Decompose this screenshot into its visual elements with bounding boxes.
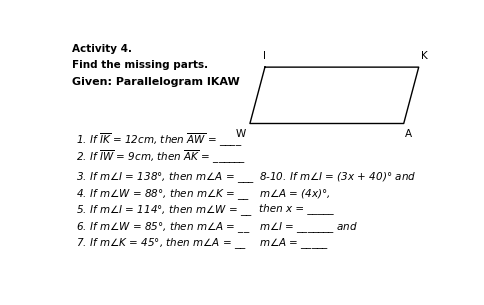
Text: W: W [236, 129, 246, 139]
Text: A: A [405, 129, 412, 139]
Text: Find the missing parts.: Find the missing parts. [72, 60, 208, 70]
Text: 4. If m$\angle$W = 88°, then m$\angle$K = __: 4. If m$\angle$W = 88°, then m$\angle$K … [76, 187, 250, 202]
Text: m$\angle$A = _____: m$\angle$A = _____ [259, 236, 329, 251]
Text: 6. If m$\angle$W = 85°, then m$\angle$A = __: 6. If m$\angle$W = 85°, then m$\angle$A … [76, 220, 250, 235]
Text: 3. If m$\angle$I = 138°, then m$\angle$A = ___: 3. If m$\angle$I = 138°, then m$\angle$A… [76, 170, 255, 185]
Text: I: I [263, 51, 266, 61]
Text: Activity 4.: Activity 4. [72, 44, 132, 54]
Text: m$\angle$A = (4x)°,: m$\angle$A = (4x)°, [259, 187, 331, 200]
Text: 1. If $\overline{IK}$ = 12cm, then $\overline{AW}$ = ____: 1. If $\overline{IK}$ = 12cm, then $\ove… [76, 132, 242, 149]
Text: 7. If m$\angle$K = 45°, then m$\angle$A = __: 7. If m$\angle$K = 45°, then m$\angle$A … [76, 236, 246, 251]
Text: Given: Parallelogram IKAW: Given: Parallelogram IKAW [72, 77, 240, 87]
Text: m$\angle$I = _______ and: m$\angle$I = _______ and [259, 220, 358, 235]
Text: 8-10. If m$\angle$I = (3x + 40)° and: 8-10. If m$\angle$I = (3x + 40)° and [259, 170, 417, 184]
Text: then x = _____: then x = _____ [259, 203, 334, 214]
Text: K: K [421, 51, 427, 61]
Text: 2. If $\overline{IW}$ = 9cm, then $\overline{AK}$ = ______: 2. If $\overline{IW}$ = 9cm, then $\over… [76, 148, 246, 166]
Text: 5. If m$\angle$I = 114°, then m$\angle$W = __: 5. If m$\angle$I = 114°, then m$\angle$W… [76, 203, 252, 218]
